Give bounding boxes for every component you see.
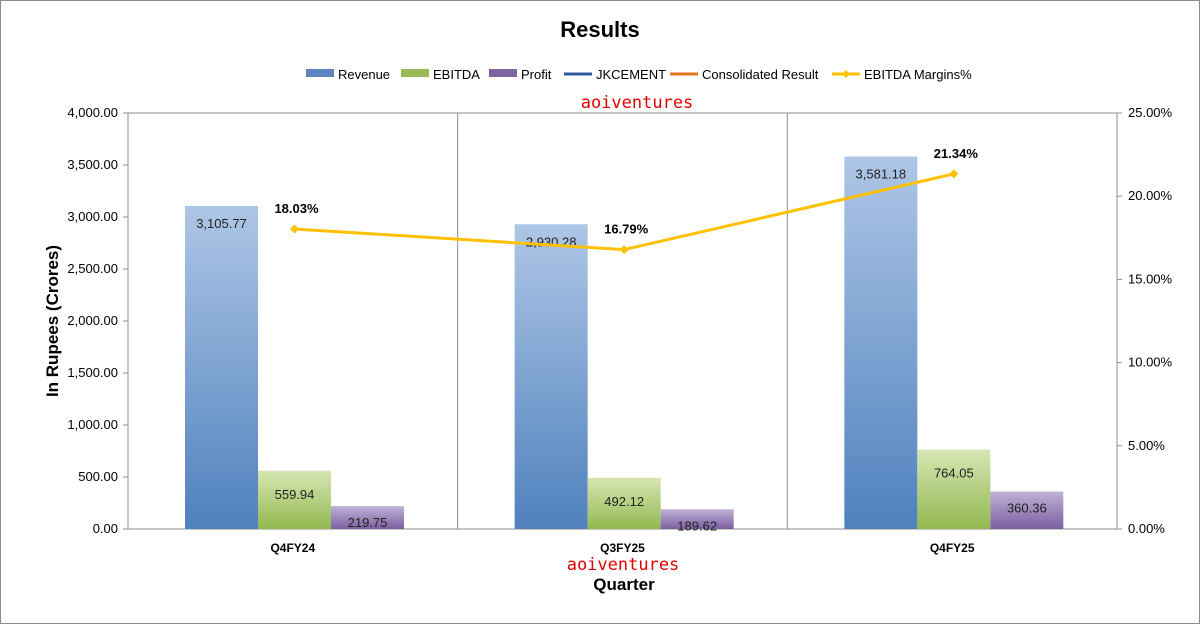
x-axis-title: Quarter bbox=[593, 575, 655, 594]
revenue-bar bbox=[514, 224, 588, 529]
profit-bar bbox=[331, 506, 404, 529]
y2-tick-label: 0.00% bbox=[1128, 521, 1165, 536]
ebitda-bar bbox=[258, 470, 331, 529]
legend-label: Consolidated Result bbox=[702, 67, 819, 82]
y2-tick-label: 5.00% bbox=[1128, 438, 1165, 453]
ebitda-margin-point bbox=[619, 245, 629, 255]
revenue-data-label: 3,581.18 bbox=[856, 167, 907, 182]
y2-tick-label: 20.00% bbox=[1128, 188, 1173, 203]
ebitda-bar bbox=[917, 449, 991, 529]
ebitda-margin-label: 18.03% bbox=[274, 201, 319, 216]
legend-label: EBITDA Margins% bbox=[864, 67, 972, 82]
revenue-legend-swatch bbox=[306, 69, 334, 77]
profit-bar bbox=[990, 491, 1064, 529]
legend-label: Revenue bbox=[338, 67, 390, 82]
ebitda-bar bbox=[587, 477, 661, 529]
y-tick-label: 3,500.00 bbox=[67, 157, 118, 172]
y-tick-label: 1,500.00 bbox=[67, 365, 118, 380]
y-tick-label: 4,000.00 bbox=[67, 105, 118, 120]
x-tick-label: Q4FY24 bbox=[270, 541, 315, 555]
ebitda-margin-point bbox=[949, 169, 959, 179]
profit-data-label: 360.36 bbox=[1007, 501, 1047, 516]
ebitda-margin-point bbox=[290, 224, 299, 234]
y2-tick-label: 10.00% bbox=[1128, 355, 1173, 370]
y-tick-label: 1,000.00 bbox=[67, 417, 118, 432]
revenue-data-label: 3,105.77 bbox=[196, 216, 247, 231]
profit-bar bbox=[660, 509, 734, 529]
bars: 3,105.77559.94219.752,930.28492.12189.62… bbox=[185, 156, 1064, 533]
y-tick-label: 2,500.00 bbox=[67, 261, 118, 276]
margin-line-group: 18.03% 16.79% 21.34% bbox=[274, 146, 979, 255]
y-tick-label: 3,000.00 bbox=[67, 209, 118, 224]
ebitda-data-label: 559.94 bbox=[275, 487, 315, 502]
chart-title: Results bbox=[560, 17, 639, 42]
legend-label: Profit bbox=[521, 67, 552, 82]
y-axis-title: In Rupees (Crores) bbox=[43, 245, 62, 397]
ebitda-margin-label: 21.34% bbox=[934, 146, 979, 161]
legend: Revenue EBITDA Profit JKCEMENT Consolidated … bbox=[306, 67, 972, 82]
ebitda-data-label: 764.05 bbox=[934, 466, 974, 481]
y2-tick-label: 15.00% bbox=[1128, 271, 1173, 286]
revenue-bar bbox=[844, 156, 918, 529]
profit-legend-swatch bbox=[489, 69, 517, 77]
watermark-top: aoiventures bbox=[581, 93, 694, 113]
plot-area: 0.00 500.00 1,000.00 1,500.00 2,000.00 2,500.… bbox=[67, 105, 1172, 555]
x-tick-label: Q3FY25 bbox=[600, 541, 645, 555]
profit-data-label: 219.75 bbox=[348, 515, 388, 530]
legend-marker bbox=[842, 70, 850, 78]
y-tick-label: 0.00 bbox=[93, 521, 118, 536]
watermark-bottom: aoiventures bbox=[567, 555, 680, 575]
ebitda-legend-swatch bbox=[401, 69, 429, 77]
ebitda-data-label: 492.12 bbox=[604, 494, 644, 509]
legend-label: JKCEMENT bbox=[596, 67, 666, 82]
profit-data-label: 189.62 bbox=[677, 518, 717, 533]
legend-label: EBITDA bbox=[433, 67, 480, 82]
y-tick-label: 2,000.00 bbox=[67, 313, 118, 328]
ebitda-margin-label: 16.79% bbox=[604, 222, 649, 237]
y-tick-label: 500.00 bbox=[78, 469, 118, 484]
revenue-bar bbox=[185, 205, 258, 529]
x-tick-label: Q4FY25 bbox=[930, 541, 975, 555]
y2-tick-label: 25.00% bbox=[1128, 105, 1173, 120]
